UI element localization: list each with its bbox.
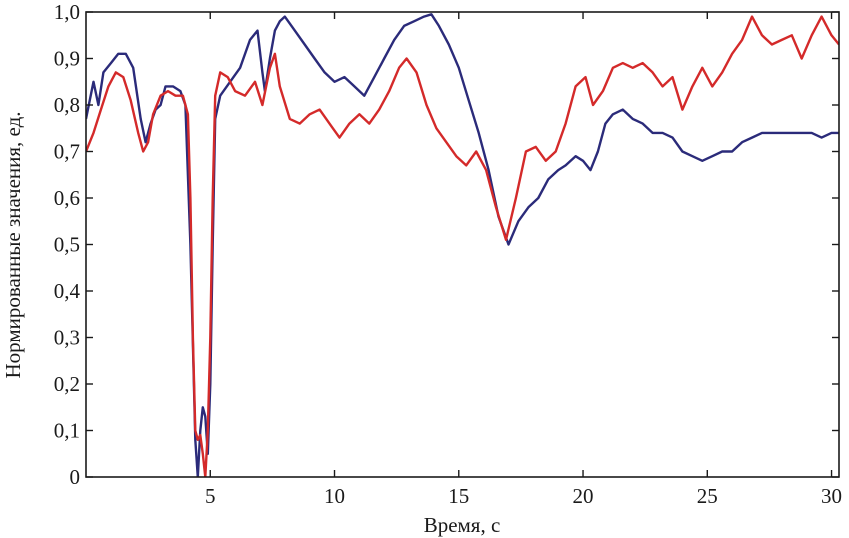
y-tick-label: 0,8 <box>54 93 80 117</box>
x-tick-label: 20 <box>573 484 594 508</box>
series-layer <box>86 13 839 477</box>
y-tick-label: 0 <box>70 465 81 489</box>
y-tick-label: 1,0 <box>54 0 80 24</box>
x-tick-label: 30 <box>821 484 842 508</box>
y-tick-label: 0,2 <box>54 372 80 396</box>
y-tick-label: 0,3 <box>54 326 80 350</box>
y-tick-label: 0,7 <box>54 140 80 164</box>
y-tick-label: 0,6 <box>54 186 80 210</box>
x-tick-label: 5 <box>205 484 216 508</box>
x-tick-label: 10 <box>324 484 345 508</box>
series-line-2 <box>86 15 839 477</box>
x-tick-label: 15 <box>448 484 469 508</box>
x-ticks: 5 10 15 20 25 30 <box>205 12 842 508</box>
y-tick-label: 0,4 <box>54 279 81 303</box>
series-line-1 <box>86 13 839 477</box>
x-tick-label: 25 <box>697 484 718 508</box>
y-tick-label: 0,1 <box>54 419 80 443</box>
y-tick-label: 0,5 <box>54 233 80 257</box>
x-axis-title: Время, с <box>424 513 501 537</box>
y-tick-label: 0,9 <box>54 47 80 71</box>
y-ticks: 0 0,1 0,2 0,3 0,4 0,5 0,6 0,7 0,8 0,9 1,0 <box>54 0 839 489</box>
y-axis-title: Нормированные значения, ед. <box>1 111 25 378</box>
